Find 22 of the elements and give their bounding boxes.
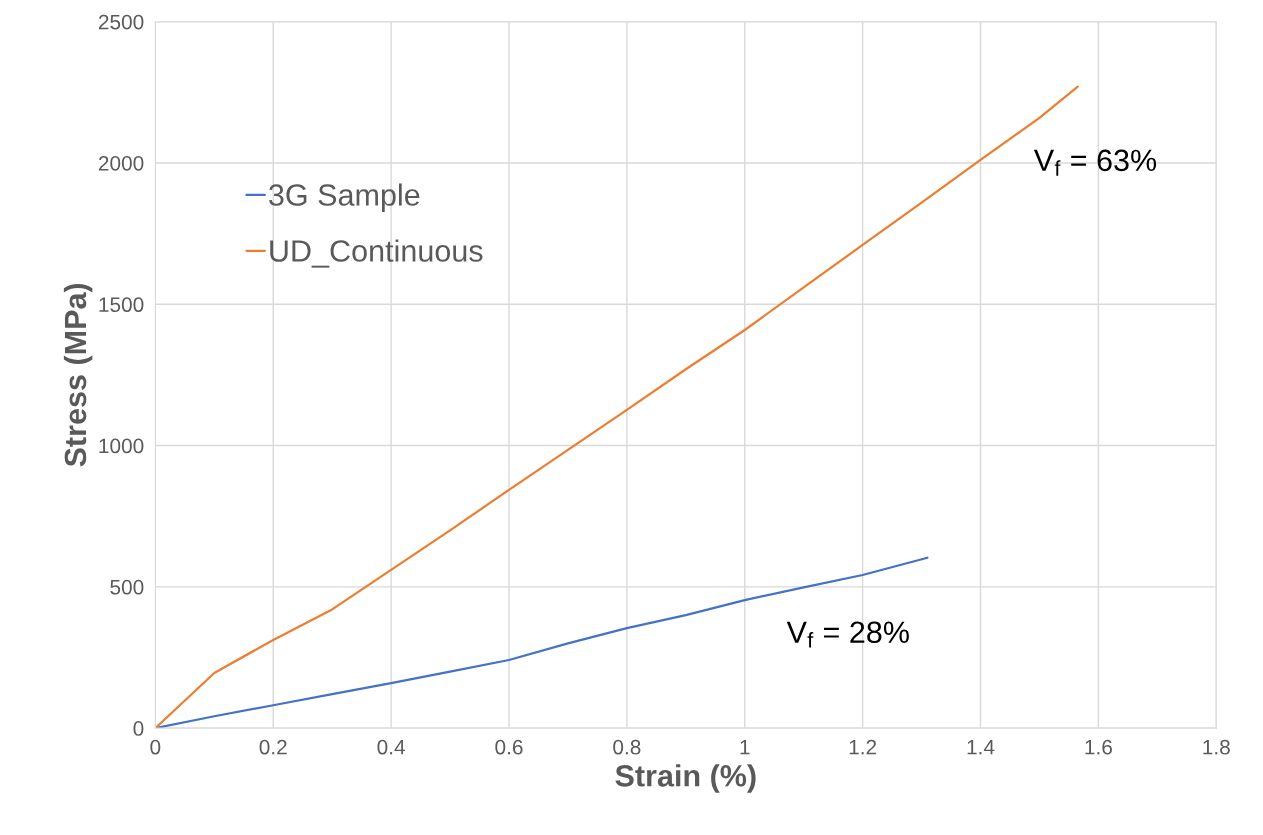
y-tick-label: 500 — [110, 579, 144, 595]
legend-label: 3G Sample — [269, 183, 420, 212]
annotation: V$_{f}$ = 63% — [1033, 149, 1157, 176]
x-tick-label: 0.8 — [613, 739, 641, 755]
x-tick-label: 0.6 — [495, 739, 523, 755]
x-axis-title: Strain (%) — [615, 764, 756, 793]
x-tick-label: 0.4 — [377, 739, 405, 755]
x-tick-label: 0.2 — [259, 739, 287, 755]
y-axis-title: Stress (MPa) — [63, 283, 93, 467]
annotation: V$_{f}$ = 28% — [786, 621, 909, 648]
y-tick-label: 2500 — [98, 14, 144, 30]
x-tick-label: 1.8 — [1203, 739, 1230, 755]
x-tick-label: 1.4 — [967, 740, 995, 755]
y-tick-label: 0 — [133, 721, 144, 736]
legend-label: UD_Continuous — [270, 239, 483, 268]
x-tick-label: 1.2 — [849, 739, 877, 755]
y-tick-label: 1000 — [99, 438, 144, 454]
x-tick-label: 1 — [740, 740, 750, 755]
y-tick-label: 1500 — [99, 297, 144, 313]
x-tick-label: 1.6 — [1085, 739, 1112, 755]
x-tick-label: 0 — [150, 739, 161, 755]
y-tick-label: 2000 — [98, 155, 144, 171]
